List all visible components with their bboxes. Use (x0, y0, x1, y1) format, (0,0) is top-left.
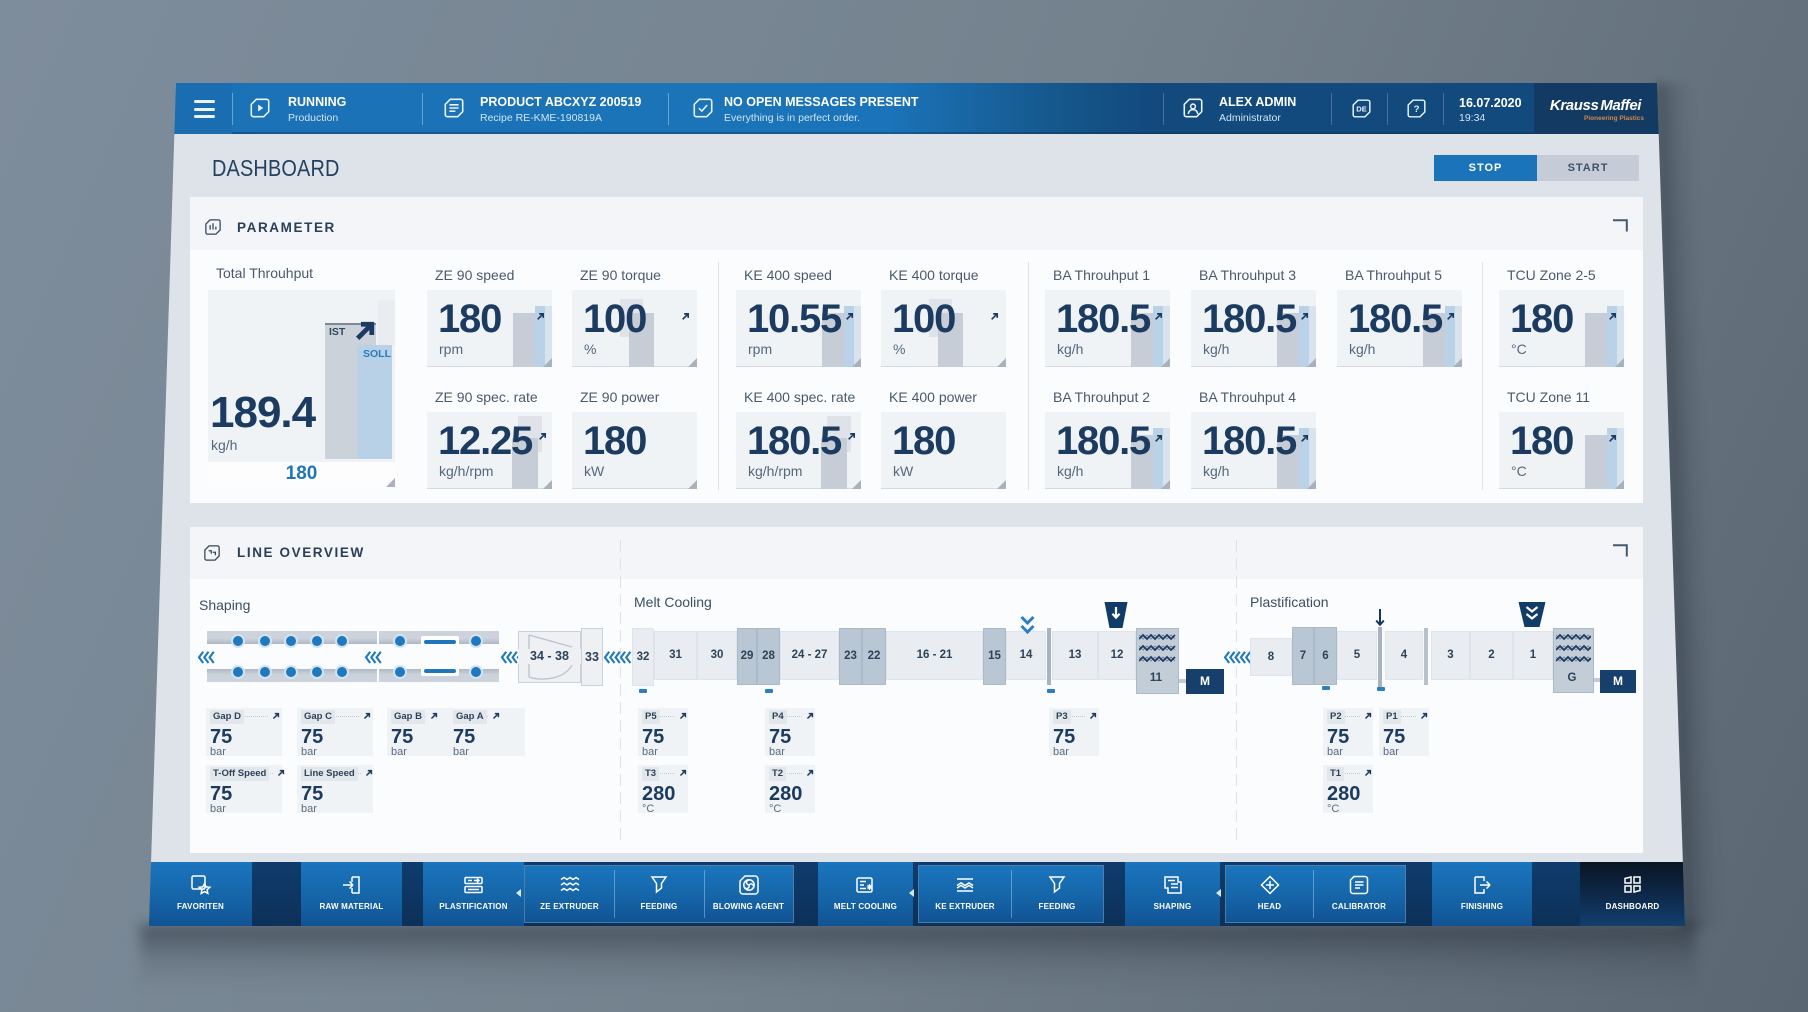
svg-text:?: ? (1414, 104, 1420, 115)
svg-text:DE: DE (1356, 105, 1366, 114)
